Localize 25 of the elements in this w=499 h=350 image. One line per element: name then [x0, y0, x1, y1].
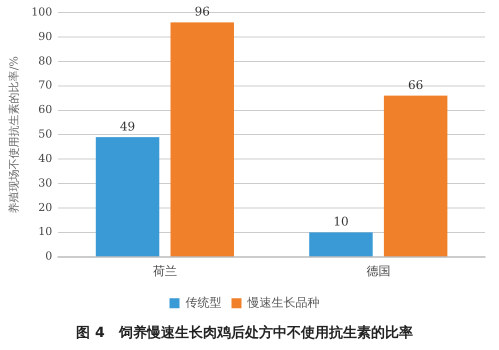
x-tick-label: 荷兰: [152, 264, 177, 278]
data-label: 96: [194, 4, 210, 18]
y-tick-label: 60: [38, 103, 52, 116]
legend-label: 传统型: [186, 295, 222, 310]
bar: [170, 22, 234, 256]
y-tick-label: 40: [38, 152, 52, 165]
y-tick-label: 30: [38, 176, 52, 190]
y-tick-label: 10: [38, 225, 52, 238]
y-tick-label: 70: [38, 78, 52, 92]
y-tick-label: 80: [38, 54, 52, 68]
y-tick-label: 20: [38, 200, 52, 214]
bar: [384, 96, 448, 256]
y-axis-title: 养殖现场不使用抗生素的比率/%: [7, 56, 20, 214]
data-label: 49: [120, 119, 136, 134]
x-tick-label: 德国: [366, 264, 390, 278]
y-tick-label: 0: [45, 250, 52, 263]
data-label: 66: [408, 78, 424, 92]
bar: [96, 137, 160, 256]
bar: [309, 232, 373, 256]
y-tick-label: 50: [38, 128, 52, 141]
text: 图 4 饲养慢速生长肉鸡后处方中不使用抗生素的比率: [76, 324, 413, 342]
y-tick-label: 90: [38, 30, 52, 43]
y-tick-label: 100: [31, 5, 52, 18]
data-label: 10: [333, 214, 349, 229]
legend-label: 慢速生长品种: [246, 295, 320, 310]
